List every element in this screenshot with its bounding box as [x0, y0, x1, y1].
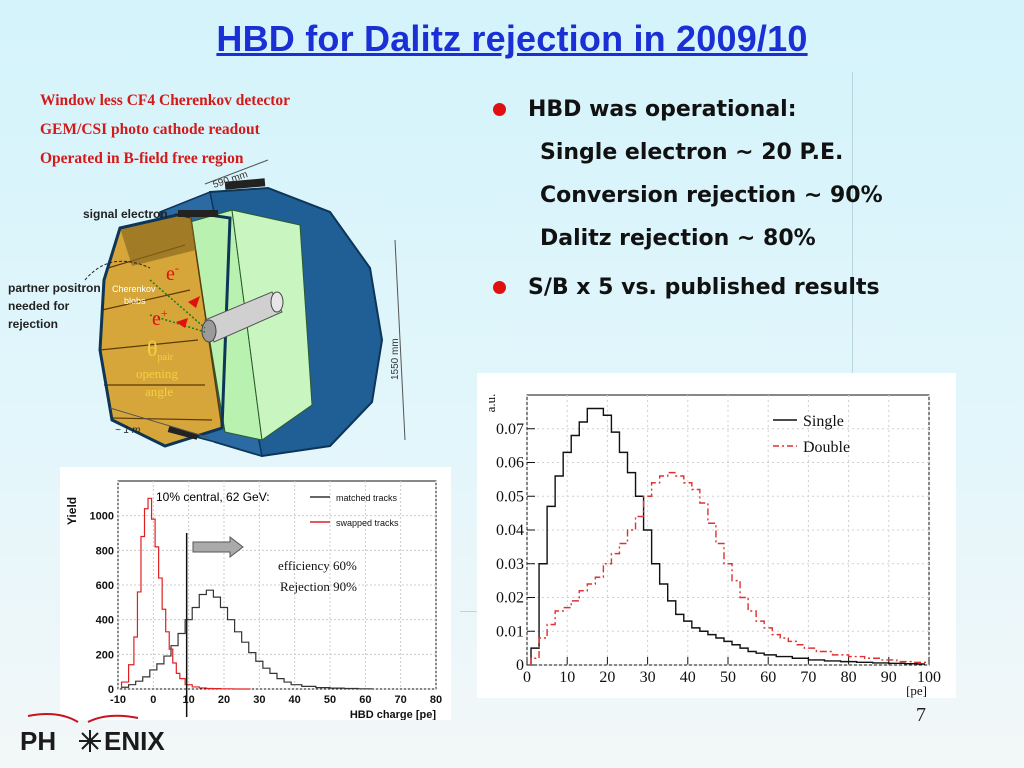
- bullet-text: HBD was operational:: [528, 97, 797, 122]
- bullet-list: HBD was operational: Single electron ~ 2…: [490, 88, 883, 309]
- theta-symbol: θ: [147, 336, 158, 361]
- legend-label-single: Single: [803, 413, 844, 430]
- legend-label-double: Double: [803, 439, 850, 456]
- y-tick-label: 0.05: [496, 488, 524, 505]
- y-tick-label: 0.06: [496, 455, 524, 472]
- x-tick-label: 100: [917, 669, 941, 686]
- x-tick-label: 80: [841, 669, 857, 686]
- phenix-logo-graphic: PH ENIX: [20, 713, 165, 756]
- dim-side-label: 1550 mm: [390, 338, 401, 380]
- series-line-swapped-tracks: [120, 497, 251, 690]
- detector-inner-panel: [231, 209, 313, 441]
- description-line: Window less CF4 Cherenkov detector: [40, 92, 290, 109]
- y-tick-label: 0.03: [496, 556, 524, 573]
- arrow-icon: [192, 535, 244, 559]
- y-tick-label: 0.04: [496, 522, 524, 539]
- sub-bullet: Single electron ~ 20 P.E.: [540, 140, 844, 165]
- description-line: GEM/CSI photo cathode readout: [40, 121, 260, 138]
- signal-electron-label: signal electron: [83, 207, 168, 221]
- x-tick-label: 40: [680, 669, 696, 686]
- y-tick-label: 0.07: [496, 421, 524, 438]
- page-number: 7: [916, 704, 926, 726]
- divider-vertical: [852, 72, 853, 612]
- y-tick-label: 0: [516, 657, 524, 674]
- x-tick-label: 10: [559, 669, 575, 686]
- e-minus-symbol: e: [166, 263, 175, 285]
- partner-label-line3: rejection: [8, 317, 58, 331]
- e-minus-label: e-: [166, 261, 179, 285]
- y-axis-label: a.u.: [483, 394, 498, 413]
- phenix-logo: PH ENIX: [18, 712, 178, 766]
- bullet-text: S/B x 5 vs. published results: [528, 275, 880, 300]
- x-tick-label: 40: [289, 694, 301, 706]
- beam-pipe: [201, 291, 284, 343]
- annotation-rejection: Rejection 90%: [280, 579, 357, 594]
- x-tick-label: 70: [800, 669, 816, 686]
- opening-label-1: opening: [136, 366, 178, 381]
- logo-text-right: ENIX: [104, 726, 165, 756]
- theta-subscript: pair: [158, 352, 174, 363]
- x-tick-label: 70: [395, 694, 407, 706]
- x-tick-label: 10: [183, 694, 195, 706]
- series-line-single: [530, 407, 925, 665]
- bullet-dot-icon: [493, 281, 506, 294]
- cherenkov-label-1: Cherenkov: [112, 284, 156, 294]
- y-tick-label: 0: [108, 684, 114, 696]
- x-tick-label: 20: [218, 694, 230, 706]
- slide-title: HBD for Dalitz rejection in 2009/10: [216, 18, 808, 59]
- x-tick-label: 80: [430, 694, 442, 706]
- x-tick-label: 30: [640, 669, 656, 686]
- detector-description: Window less CF4 Cherenkov detector GEM/C…: [40, 86, 290, 173]
- e-plus-symbol: e: [152, 308, 161, 330]
- series-line-matched-tracks: [120, 589, 373, 690]
- y-tick-label: 1000: [90, 511, 114, 523]
- y-tick-label: 600: [96, 580, 114, 592]
- x-tick-label: 50: [720, 669, 736, 686]
- x-tick-label: 60: [760, 669, 776, 686]
- x-tick-label: 0: [523, 669, 531, 686]
- y-tick-label: 400: [96, 615, 114, 627]
- sub-bullet: Dalitz rejection ~ 80%: [540, 226, 816, 251]
- legend-label-matched: matched tracks: [336, 493, 398, 503]
- bullet-dot-icon: [493, 103, 506, 116]
- x-tick-label: 60: [359, 694, 371, 706]
- e-plus-sign: +: [161, 306, 168, 320]
- logo-text-left: PH: [20, 726, 56, 756]
- theta-pair-label: θpair: [147, 336, 174, 363]
- x-tick-label: 30: [253, 694, 265, 706]
- bullet-item: HBD was operational:: [490, 88, 883, 131]
- x-tick-label: 90: [881, 669, 897, 686]
- e-minus-sign: -: [175, 261, 179, 275]
- x-axis-label: HBD charge [pe]: [350, 709, 437, 720]
- annotation-efficiency: efficiency 60%: [278, 558, 357, 573]
- x-tick-label: 0: [150, 694, 156, 706]
- x-tick-label: 20: [599, 669, 615, 686]
- e-plus-label: e+: [152, 306, 168, 330]
- x-tick-label: 50: [324, 694, 336, 706]
- plot-frame: [117, 480, 437, 690]
- legend-header: 10% central, 62 GeV:: [156, 490, 270, 504]
- sub-bullet: Conversion rejection ~ 90%: [540, 183, 883, 208]
- bullet-item: S/B x 5 vs. published results: [490, 266, 883, 309]
- hbd-detector-illustration: 590 mm 1550 mm ~ 1 m signal electron par…: [8, 159, 406, 458]
- single-double-plot: 0 10 20 30 40 50 60 70 80 90 100 0 0.01 0.02 0.03 0.04 0…: [477, 373, 956, 698]
- opening-label-2: angle: [145, 384, 173, 399]
- series-line-double: [530, 471, 929, 665]
- legend-label-swapped: swapped tracks: [336, 518, 399, 528]
- partner-label-line2: needed for: [8, 299, 70, 313]
- detector-front-dark-segment: [120, 212, 196, 266]
- cherenkov-label-2: blobs: [124, 296, 146, 306]
- x-axis-label: [pe]: [906, 683, 927, 698]
- x-tick-label: -10: [110, 694, 126, 706]
- description-line: Operated in B-field free region: [40, 150, 244, 167]
- size-label: ~ 1 m: [115, 425, 140, 436]
- y-tick-label: 200: [96, 649, 114, 661]
- partner-label-line1: partner positron: [8, 281, 101, 295]
- y-axis-label: Yield: [65, 497, 79, 525]
- y-tick-label: 0.01: [496, 623, 524, 640]
- hbd-charge-plot: -10 0 10 20 30 40 50 60 70 8002004006008001000HBD…: [60, 467, 451, 720]
- logo-star-icon: [79, 730, 101, 752]
- y-tick-label: 800: [96, 545, 114, 557]
- y-tick-label: 0.02: [496, 590, 524, 607]
